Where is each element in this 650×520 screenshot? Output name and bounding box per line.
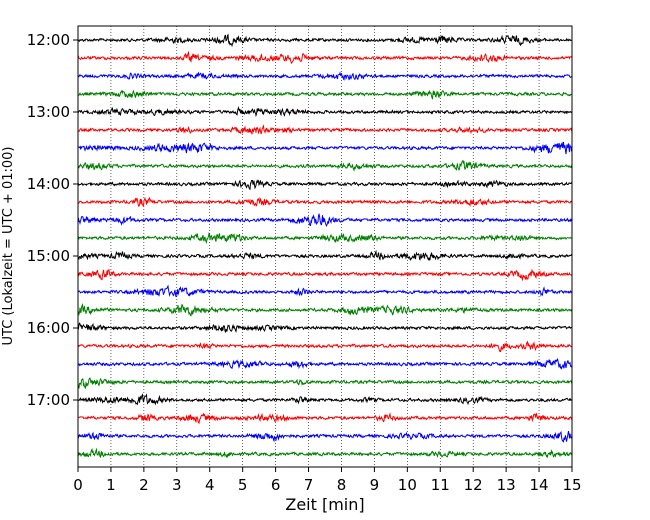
x-tick-label: 14: [530, 476, 549, 494]
x-tick-label: 4: [205, 476, 215, 494]
trace-line: [77, 71, 573, 81]
trace-line: [77, 249, 573, 261]
y-axis-label: UTC (Lokalzeit = UTC + 01:00): [1, 147, 16, 346]
trace-line: [77, 50, 573, 65]
x-tick-label: 12: [464, 476, 483, 494]
trace-line: [77, 447, 573, 459]
y-tick-label: 17:00: [27, 391, 70, 409]
y-tick-label: 16:00: [27, 319, 70, 337]
y-axis-ticks: 12:00 13:00 14:00 15:00 16:00 17:00: [27, 31, 78, 409]
trace-line: [77, 33, 573, 48]
trace-line: [77, 430, 573, 443]
x-tick-label: 11: [431, 476, 450, 494]
x-tick-label: 6: [271, 476, 281, 494]
trace-line: [77, 141, 573, 155]
trace-line: [77, 89, 573, 100]
x-axis-ticks: 0 1 2 3 4 5 6 7 8 9 10 11 12 13 14 15: [73, 467, 582, 494]
y-tick-label: 14:00: [27, 175, 70, 193]
trace-line: [77, 340, 573, 353]
x-tick-label: 2: [139, 476, 149, 494]
y-tick-label: 13:00: [27, 103, 70, 121]
trace-line: [77, 377, 573, 390]
trace-line: [77, 196, 573, 208]
trace-line: [77, 212, 573, 228]
y-tick-label: 15:00: [27, 247, 70, 265]
trace-line: [77, 393, 573, 406]
trace-line: [77, 124, 573, 135]
x-tick-label: 0: [73, 476, 83, 494]
plot-frame: [77, 25, 573, 468]
trace-line: [77, 358, 573, 371]
x-tick-label: 1: [106, 476, 116, 494]
trace-line: [77, 268, 573, 282]
x-tick-label: 7: [304, 476, 314, 494]
trace-line: [77, 284, 573, 298]
trace-line: [77, 231, 573, 244]
y-tick-label: 12:00: [27, 31, 70, 49]
trace-line: [77, 303, 573, 317]
x-tick-label: 8: [337, 476, 347, 494]
trace-line: [77, 105, 573, 118]
traces: [77, 33, 573, 459]
trace-line: [77, 412, 573, 425]
trace-line: [77, 322, 573, 333]
x-tick-label: 3: [172, 476, 182, 494]
x-axis-label: Zeit [min]: [285, 495, 364, 514]
trace-line: [77, 179, 573, 190]
x-tick-label: 13: [497, 476, 516, 494]
x-tick-label: 9: [370, 476, 380, 494]
x-tick-label: 15: [562, 476, 581, 494]
x-tick-label: 10: [398, 476, 417, 494]
x-tick-label: 5: [238, 476, 248, 494]
trace-line: [77, 160, 573, 172]
